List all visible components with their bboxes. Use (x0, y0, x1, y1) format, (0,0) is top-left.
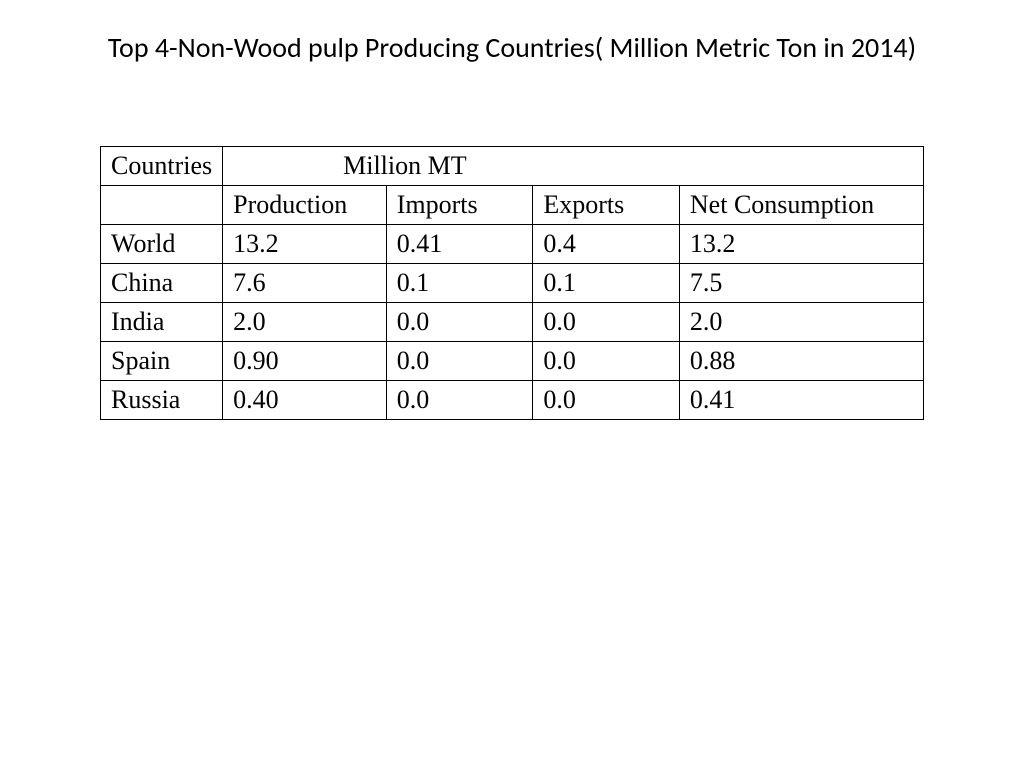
table-row: India 2.0 0.0 0.0 2.0 (101, 303, 924, 342)
header-blank (101, 186, 223, 225)
table-row: Russia 0.40 0.0 0.0 0.41 (101, 381, 924, 420)
header-imports: Imports (386, 186, 533, 225)
cell-production: 7.6 (223, 264, 387, 303)
cell-production: 0.90 (223, 342, 387, 381)
table-row: Spain 0.90 0.0 0.0 0.88 (101, 342, 924, 381)
cell-exports: 0.1 (533, 264, 680, 303)
header-production: Production (223, 186, 387, 225)
cell-imports: 0.0 (386, 342, 533, 381)
cell-imports: 0.1 (386, 264, 533, 303)
cell-net-consumption: 0.41 (679, 381, 923, 420)
header-million-mt: Million MT (223, 147, 924, 186)
header-countries: Countries (101, 147, 223, 186)
cell-country: India (101, 303, 223, 342)
cell-country: China (101, 264, 223, 303)
cell-imports: 0.0 (386, 303, 533, 342)
header-net-consumption: Net Consumption (679, 186, 923, 225)
cell-imports: 0.41 (386, 225, 533, 264)
cell-net-consumption: 0.88 (679, 342, 923, 381)
cell-exports: 0.4 (533, 225, 680, 264)
header-exports: Exports (533, 186, 680, 225)
cell-imports: 0.0 (386, 381, 533, 420)
cell-exports: 0.0 (533, 381, 680, 420)
table-row: China 7.6 0.1 0.1 7.5 (101, 264, 924, 303)
cell-production: 0.40 (223, 381, 387, 420)
page-title: Top 4-Non-Wood pulp Producing Countries(… (80, 30, 944, 66)
cell-production: 13.2 (223, 225, 387, 264)
cell-net-consumption: 13.2 (679, 225, 923, 264)
cell-country: World (101, 225, 223, 264)
cell-country: Spain (101, 342, 223, 381)
cell-exports: 0.0 (533, 303, 680, 342)
data-table: Countries Million MT Production Imports … (100, 146, 924, 420)
table-row: World 13.2 0.41 0.4 13.2 (101, 225, 924, 264)
table-container: Countries Million MT Production Imports … (80, 146, 944, 420)
cell-exports: 0.0 (533, 342, 680, 381)
cell-net-consumption: 7.5 (679, 264, 923, 303)
table-header-row-1: Countries Million MT (101, 147, 924, 186)
table-header-row-2: Production Imports Exports Net Consumpti… (101, 186, 924, 225)
cell-country: Russia (101, 381, 223, 420)
cell-net-consumption: 2.0 (679, 303, 923, 342)
cell-production: 2.0 (223, 303, 387, 342)
